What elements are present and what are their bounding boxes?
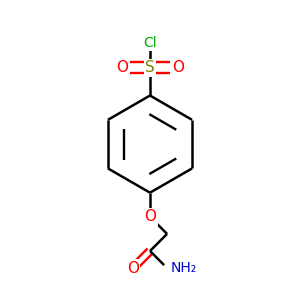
Text: O: O	[127, 261, 139, 276]
Text: S: S	[145, 60, 155, 75]
Text: O: O	[116, 60, 128, 75]
Text: O: O	[172, 60, 184, 75]
Text: Cl: Cl	[143, 35, 157, 50]
Text: O: O	[144, 209, 156, 224]
Text: NH₂: NH₂	[171, 261, 197, 275]
